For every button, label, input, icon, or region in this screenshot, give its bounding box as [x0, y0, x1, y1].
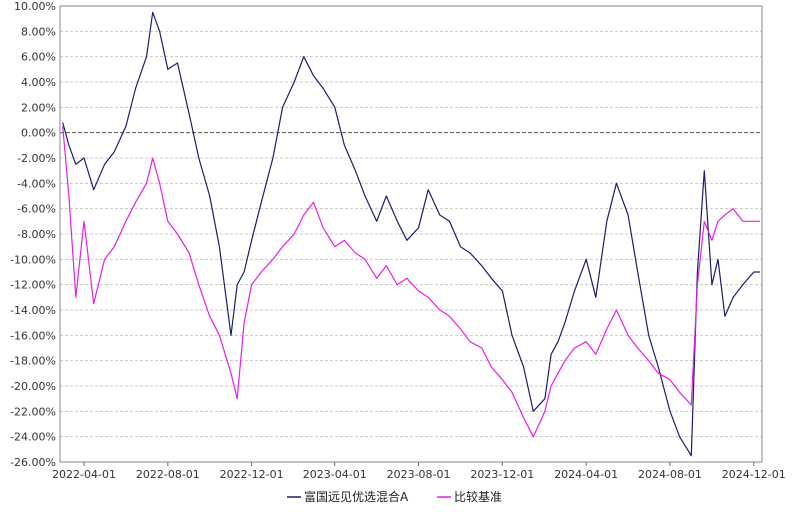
y-tick-label: -4.00% — [17, 177, 56, 190]
series-line-benchmark — [62, 126, 760, 438]
y-tick-label: -8.00% — [17, 228, 56, 241]
x-tick-label: 2024-04-01 — [554, 468, 618, 481]
x-tick-label: 2023-12-01 — [470, 468, 534, 481]
y-axis-tick-labels: 10.00% 8.00% 6.00% 4.00% 2.00% 0.00% -2.00% -4.… — [10, 0, 56, 469]
y-tick-label: 8.00% — [21, 25, 56, 38]
y-tick-label: 10.00% — [14, 0, 56, 13]
y-tick-label: -2.00% — [17, 152, 56, 165]
y-tick-label: -16.00% — [10, 329, 56, 342]
series-lines — [62, 11, 760, 457]
grid-lines — [60, 5, 762, 463]
x-tick-label: 2023-08-01 — [387, 468, 451, 481]
y-tick-label: -12.00% — [10, 279, 56, 292]
x-tick-label: 2022-08-01 — [136, 468, 200, 481]
y-tick-label: -6.00% — [17, 203, 56, 216]
y-tick-label: 2.00% — [21, 101, 56, 114]
y-tick-label: 6.00% — [21, 51, 56, 64]
y-tick-label: -20.00% — [10, 380, 56, 393]
y-tick-label: -18.00% — [10, 355, 56, 368]
x-tick-label: 2022-04-01 — [52, 468, 116, 481]
series-line-fund — [62, 11, 760, 457]
y-tick-label: -24.00% — [10, 431, 56, 444]
y-tick-label: 0.00% — [21, 127, 56, 140]
x-tick-label: 2024-08-01 — [638, 468, 702, 481]
legend-label-benchmark: 比较基准 — [454, 489, 502, 504]
x-axis-ticks — [83, 462, 755, 466]
y-tick-label: -10.00% — [10, 253, 56, 266]
legend: 富国远见优选混合A 比较基准 — [287, 489, 502, 504]
y-tick-label: -22.00% — [10, 405, 56, 418]
y-tick-label: -14.00% — [10, 304, 56, 317]
plot-frame — [59, 5, 763, 463]
x-tick-label: 2024-12-01 — [722, 468, 786, 481]
x-tick-label: 2022-12-01 — [220, 468, 284, 481]
y-tick-label: -26.00% — [10, 456, 56, 469]
legend-label-fund: 富国远见优选混合A — [304, 489, 409, 504]
y-tick-label: 4.00% — [21, 76, 56, 89]
x-axis-tick-labels: 2022-04-01 2022-08-01 2022-12-01 2023-04-01… — [52, 468, 786, 481]
x-tick-label: 2023-04-01 — [303, 468, 367, 481]
